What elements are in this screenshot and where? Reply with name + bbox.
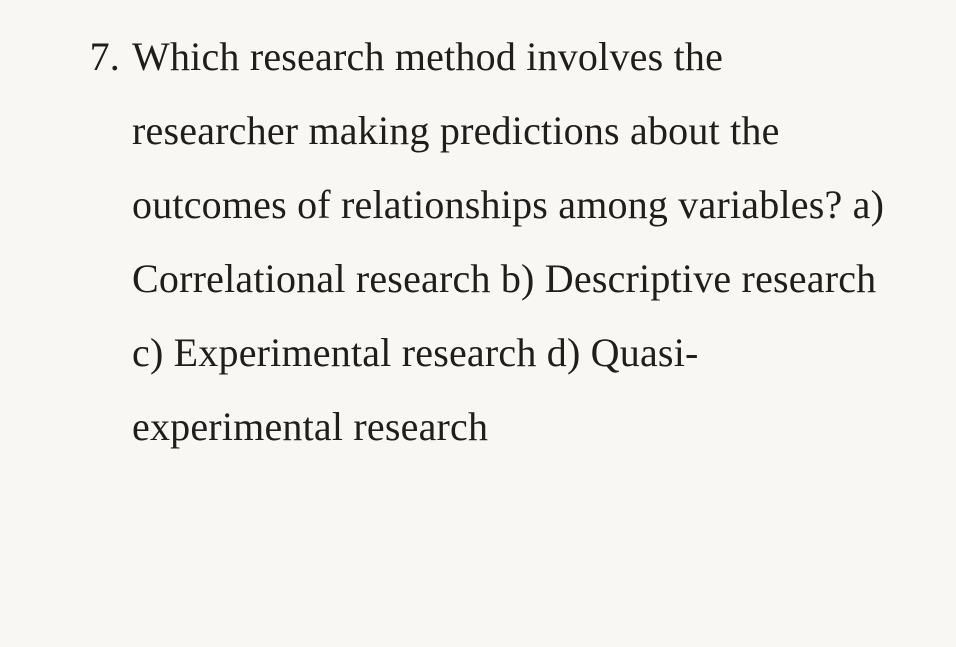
question-number: 7. [70,20,120,464]
question-text: Which research method involves the resea… [120,20,896,464]
question-block: 7. Which research method involves the re… [0,0,956,484]
question-row: 7. Which research method involves the re… [70,20,896,464]
